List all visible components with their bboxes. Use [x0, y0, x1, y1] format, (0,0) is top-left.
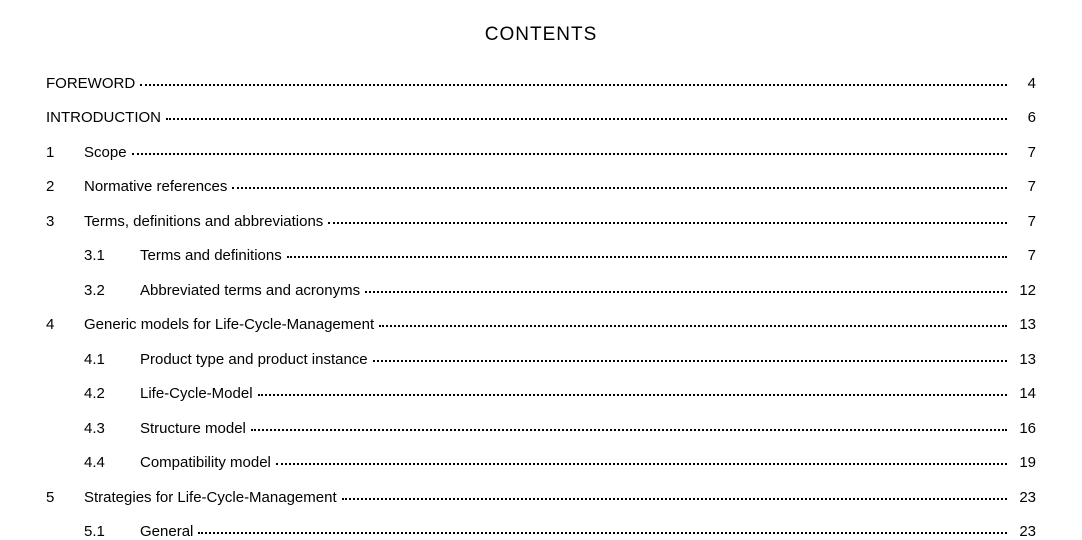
- toc-number: 2: [46, 179, 84, 194]
- toc-number: 5.1: [84, 524, 140, 539]
- toc-entry: 1Scope 7: [46, 141, 1036, 160]
- toc-label: INTRODUCTION: [46, 110, 163, 125]
- toc-label: FOREWORD: [46, 76, 137, 91]
- toc-label: Normative references: [84, 179, 229, 194]
- toc-page-number: 19: [1010, 455, 1036, 470]
- toc-page-number: 4: [1010, 76, 1036, 91]
- toc-number: 5: [46, 490, 84, 505]
- toc-number: 3.1: [84, 248, 140, 263]
- toc-number: 4.4: [84, 455, 140, 470]
- toc-leader: [166, 105, 1007, 121]
- toc-entry: 4.2Life-Cycle-Model 14: [46, 383, 1036, 402]
- toc-label: Structure model: [140, 421, 248, 436]
- toc-number: 4.2: [84, 386, 140, 401]
- toc-label: Terms, definitions and abbreviations: [84, 214, 325, 229]
- toc-number: 4.1: [84, 352, 140, 367]
- toc-entry: 4Generic models for Life-Cycle-Managemen…: [46, 314, 1036, 333]
- toc-label: Compatibility model: [140, 455, 273, 470]
- toc-number: 3.2: [84, 283, 140, 298]
- toc-leader: [287, 243, 1007, 259]
- toc-entry: 4.1Product type and product instance 13: [46, 348, 1036, 367]
- toc-page-number: 6: [1010, 110, 1036, 125]
- toc-label: Scope: [84, 145, 129, 160]
- toc-label: Generic models for Life-Cycle-Management: [84, 317, 376, 332]
- toc-label: Life-Cycle-Model: [140, 386, 255, 401]
- toc-number: 4: [46, 317, 84, 332]
- toc-page-number: 7: [1010, 248, 1036, 263]
- toc-page-number: 23: [1010, 490, 1036, 505]
- toc-entry: 5.1General 23: [46, 521, 1036, 540]
- toc-number: 4.3: [84, 421, 140, 436]
- contents-heading: CONTENTS: [46, 24, 1036, 46]
- toc-entry: 2Normative references 7: [46, 176, 1036, 195]
- toc-page-number: 7: [1010, 145, 1036, 160]
- toc-label: Product type and product instance: [140, 352, 370, 367]
- toc-label: Strategies for Life-Cycle-Management: [84, 490, 339, 505]
- toc-entry: 3Terms, definitions and abbreviations 7: [46, 210, 1036, 229]
- toc-leader: [342, 484, 1007, 500]
- toc-leader: [140, 70, 1007, 86]
- toc-entry: 4.4Compatibility model 19: [46, 452, 1036, 471]
- toc-label: Abbreviated terms and acronyms: [140, 283, 362, 298]
- toc-leader: [373, 346, 1007, 362]
- toc-page-number: 7: [1010, 179, 1036, 194]
- toc-leader: [276, 450, 1007, 466]
- toc-number: 1: [46, 145, 84, 160]
- page: CONTENTS FOREWORD4INTRODUCTION61Scope72N…: [0, 0, 1082, 534]
- toc-entry: 5Strategies for Life-Cycle-Management 23: [46, 486, 1036, 505]
- toc-leader: [379, 312, 1007, 328]
- toc-page-number: 7: [1010, 214, 1036, 229]
- toc-leader: [198, 519, 1007, 535]
- toc-number: 3: [46, 214, 84, 229]
- toc-page-number: 14: [1010, 386, 1036, 401]
- toc-entry: 3.2Abbreviated terms and acronyms 12: [46, 279, 1036, 298]
- table-of-contents: FOREWORD4INTRODUCTION61Scope72Normative …: [46, 72, 1036, 539]
- toc-entry: 4.3Structure model 16: [46, 417, 1036, 436]
- toc-entry: FOREWORD 4: [46, 72, 1036, 91]
- toc-entry: INTRODUCTION 6: [46, 107, 1036, 126]
- toc-page-number: 23: [1010, 524, 1036, 539]
- toc-page-number: 13: [1010, 317, 1036, 332]
- toc-leader: [328, 208, 1007, 224]
- toc-leader: [251, 415, 1007, 431]
- toc-label: Terms and definitions: [140, 248, 284, 263]
- toc-page-number: 12: [1010, 283, 1036, 298]
- toc-leader: [232, 174, 1007, 190]
- toc-leader: [258, 381, 1007, 397]
- toc-page-number: 16: [1010, 421, 1036, 436]
- toc-leader: [132, 139, 1007, 155]
- toc-entry: 3.1Terms and definitions 7: [46, 245, 1036, 264]
- toc-page-number: 13: [1010, 352, 1036, 367]
- toc-leader: [365, 277, 1007, 293]
- toc-label: General: [140, 524, 195, 539]
